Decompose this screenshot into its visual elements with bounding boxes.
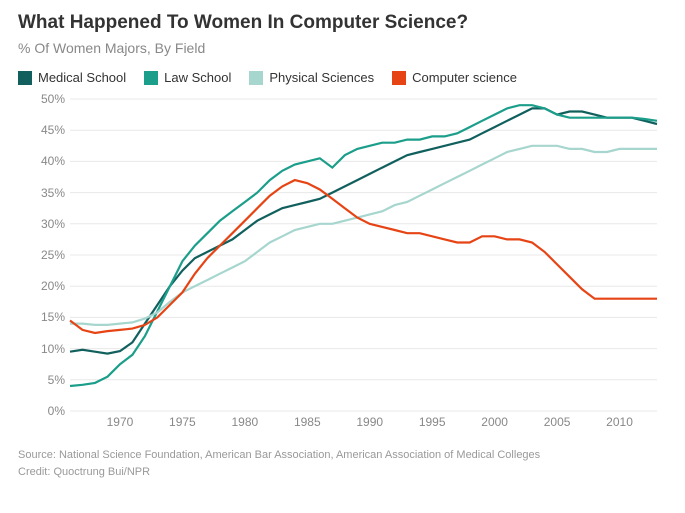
x-tick-label: 2010 (606, 415, 633, 429)
legend-swatch (18, 71, 32, 85)
series-physical-sciences (70, 146, 657, 325)
y-tick-label: 0% (48, 404, 65, 418)
x-tick-label: 1990 (356, 415, 383, 429)
x-tick-label: 1970 (107, 415, 134, 429)
y-tick-label: 20% (41, 279, 65, 293)
y-tick-label: 40% (41, 154, 65, 168)
x-tick-label: 1995 (419, 415, 446, 429)
y-tick-label: 5% (48, 373, 65, 387)
series-law-school (70, 105, 657, 386)
legend-swatch (144, 71, 158, 85)
legend-item-law-school: Law School (144, 70, 231, 85)
y-tick-label: 35% (41, 186, 65, 200)
credit-text: Credit: Quoctrung Bui/NPR (18, 464, 667, 481)
legend-swatch (249, 71, 263, 85)
line-chart-svg (18, 93, 667, 433)
legend-label: Computer science (412, 70, 517, 85)
y-tick-label: 25% (41, 248, 65, 262)
chart-area: 0% 5% 10% 15% 20% 25% 30% 35% 40% 45% 50% 1970 1975… (18, 93, 667, 433)
legend-swatch (392, 71, 406, 85)
legend-item-computer-science: Computer science (392, 70, 517, 85)
x-tick-label: 1985 (294, 415, 321, 429)
chart-subtitle: % Of Women Majors, By Field (18, 40, 667, 56)
chart-title: What Happened To Women In Computer Scien… (18, 12, 667, 34)
x-tick-label: 2000 (481, 415, 508, 429)
legend-label: Physical Sciences (269, 70, 374, 85)
y-tick-label: 45% (41, 123, 65, 137)
y-tick-label: 10% (41, 342, 65, 356)
source-text: Source: National Science Foundation, Ame… (18, 447, 667, 464)
legend-label: Law School (164, 70, 231, 85)
chart-footer: Source: National Science Foundation, Ame… (18, 447, 667, 480)
x-tick-label: 1975 (169, 415, 196, 429)
y-tick-label: 15% (41, 310, 65, 324)
legend-label: Medical School (38, 70, 126, 85)
y-tick-label: 50% (41, 92, 65, 106)
x-tick-label: 1980 (231, 415, 258, 429)
x-tick-label: 2005 (544, 415, 571, 429)
legend: Medical School Law School Physical Science… (18, 70, 667, 85)
legend-item-medical-school: Medical School (18, 70, 126, 85)
y-tick-label: 30% (41, 217, 65, 231)
legend-item-physical-sciences: Physical Sciences (249, 70, 374, 85)
